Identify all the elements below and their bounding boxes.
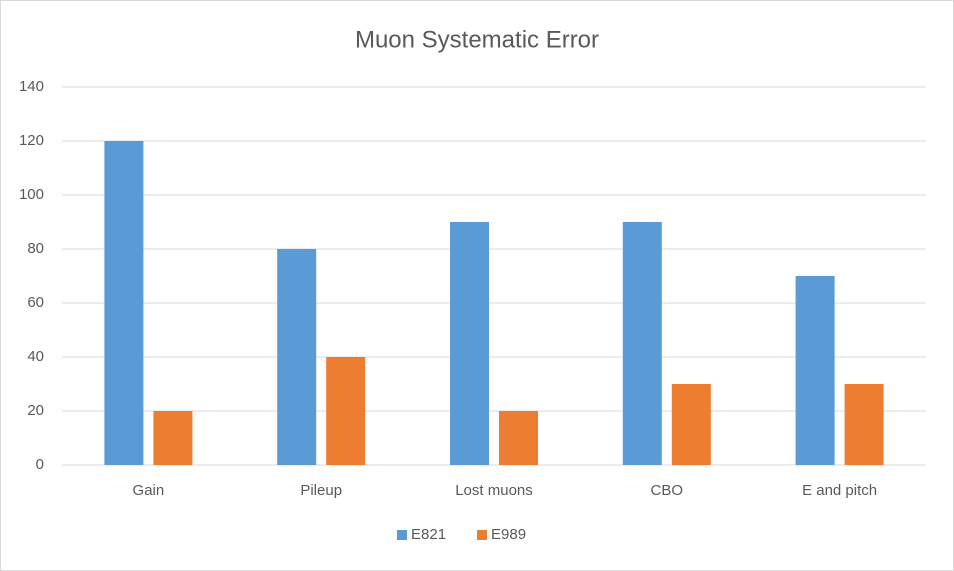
y-tick-label: 80 [27,240,44,257]
bar [622,222,662,465]
y-tick-label: 40 [27,348,44,365]
legend-label: E989 [491,526,526,543]
x-tick-label: E and pitch [802,482,877,499]
bar [671,384,711,465]
legend-label: E821 [411,526,446,543]
bar [795,276,835,465]
bar [104,141,144,465]
bar [844,384,884,465]
bar [277,249,317,465]
y-tick-label: 100 [19,186,44,203]
bar [499,411,538,465]
x-tick-label: Gain [133,482,165,499]
chart-title: Muon Systematic Error [355,26,599,53]
y-tick-label: 120 [19,132,44,149]
legend-swatch [397,530,407,540]
y-tick-label: 0 [36,456,44,473]
x-tick-label: Lost muons [455,482,533,499]
bar [153,411,193,465]
y-tick-label: 60 [27,294,44,311]
y-tick-label: 20 [27,402,44,419]
bar [326,357,366,465]
bar [450,222,489,465]
y-tick-label: 140 [19,78,44,95]
x-tick-label: CBO [651,482,684,499]
legend-swatch [477,530,487,540]
x-tick-label: Pileup [300,482,342,499]
